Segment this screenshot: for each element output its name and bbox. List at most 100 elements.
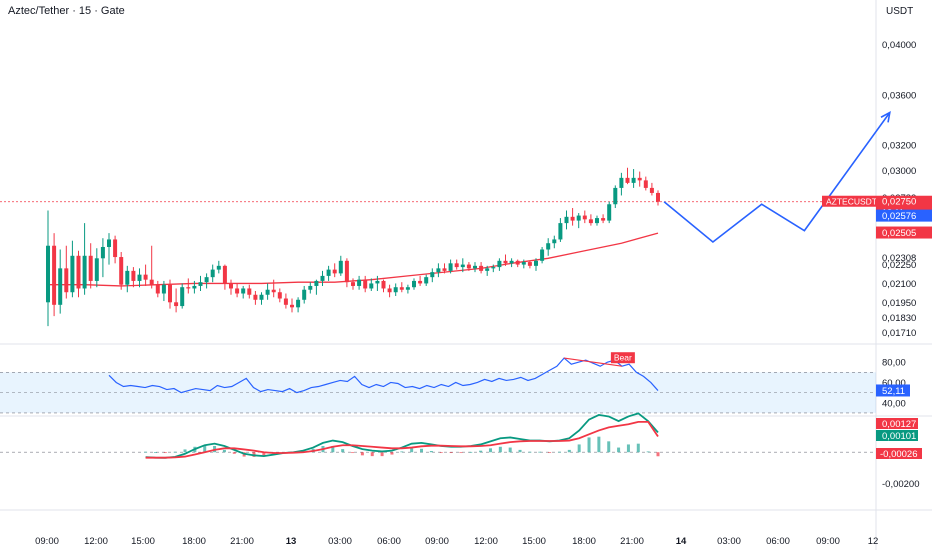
macd-histogram-bar [449,452,453,454]
candle-body [643,180,648,188]
macd-histogram-bar [617,447,621,453]
signal-badge-label: 0,00101 [882,431,916,442]
price-tick-label: 0,02308 [882,253,916,264]
macd-histogram-bar [646,451,650,453]
macd-histogram-bar [390,452,394,455]
candle-body [161,284,166,294]
time-tick-label: 15:00 [131,536,155,547]
candle-body [448,263,453,271]
candle-body [497,260,502,268]
macd-histogram-bar [222,449,226,453]
candle-body [131,270,136,281]
candle-body [344,260,349,283]
candle-body [302,289,307,300]
candle-body [631,177,636,183]
macd-histogram-bar [636,443,640,453]
price-tick-label: 0,01830 [882,313,916,324]
candle-body [454,263,459,268]
signal-badge [876,430,918,441]
candle-body [637,177,642,181]
divergence-badge [610,352,635,364]
last-price-label: 0,02750 [882,197,916,208]
candle-body [290,304,294,308]
price-tick-label: 0,03000 [882,166,916,177]
candle-body [479,265,484,271]
candle-body [576,215,581,221]
macd-histogram-bar [153,452,157,454]
macd-histogram-bar [498,446,502,453]
candle-body [509,260,514,264]
price-tick-label: 0,03200 [882,141,916,152]
candle-body [460,264,465,268]
projection-arrowhead [880,111,891,123]
macd-histogram-bar [548,452,552,454]
macd-histogram-bar [538,451,542,453]
macd-histogram-bar [232,452,236,454]
candle-body [58,268,63,305]
macd-histogram-bar [420,448,424,453]
candle-body [601,218,606,221]
rsi-value-badge [876,384,910,397]
candle-body [277,292,282,299]
time-tick-label: 12:00 [84,536,108,547]
candle-body [314,280,319,286]
candle-body [527,262,532,266]
time-tick-label: 09:00 [35,536,59,547]
candle-body [82,255,87,289]
macd-histogram-bar [380,452,384,457]
candle-body [369,283,374,289]
candle-body [100,246,105,259]
price-tick-label: 0,01710 [882,328,916,339]
symbol-badge [822,195,876,207]
time-tick-label: 09:00 [425,536,449,547]
candle-body [540,249,545,261]
macd-histogram-bar [587,437,591,453]
time-tick-label: 15:00 [522,536,546,547]
price-badge-label: 0,02576 [882,211,916,222]
candle-body [70,255,75,293]
macd-histogram-bar [656,452,660,457]
candle-body [485,268,490,271]
candle-body [534,260,538,266]
price-tick-label: 0,03600 [882,90,916,101]
candle-body [64,268,69,293]
candle-body [582,215,587,220]
candle-body [174,302,179,307]
candle-body [259,294,264,300]
candle-body [546,243,551,250]
candle-body [198,282,203,286]
rsi-tick-label: 80,00 [882,358,906,369]
candle-body [113,239,118,258]
candle-body [216,265,221,270]
candle-body [149,279,154,285]
macd-histogram-bar [203,445,207,453]
macd-histogram-bar [351,452,355,454]
candle-body [595,218,599,224]
candle-body [137,274,142,281]
currency-unit: USDT [886,6,914,17]
candle-body [430,272,435,278]
rsi-tick-label: 40,00 [882,398,906,409]
histogram-badge [876,448,922,459]
macd-badge [876,418,918,429]
candle-body [94,258,99,281]
candle-body [186,287,191,289]
macd-histogram-bar [577,444,581,453]
candle-body [320,275,325,281]
chart-title: Aztec/Tether · 15 · Gate [8,5,125,17]
macd-histogram-bar [488,448,492,453]
candle-body [88,255,93,281]
candle-body [283,298,288,305]
candle-body [180,287,185,307]
candle-body [625,177,630,183]
time-tick-label: 21:00 [620,536,644,547]
candle-body [552,239,557,244]
macd-histogram-bar [479,450,483,453]
symbol-badge-label: AZTECUSDT [826,197,877,207]
price-badge [876,209,932,222]
candle-body [473,265,477,269]
candle-body [247,288,252,295]
candle-body [308,285,313,290]
